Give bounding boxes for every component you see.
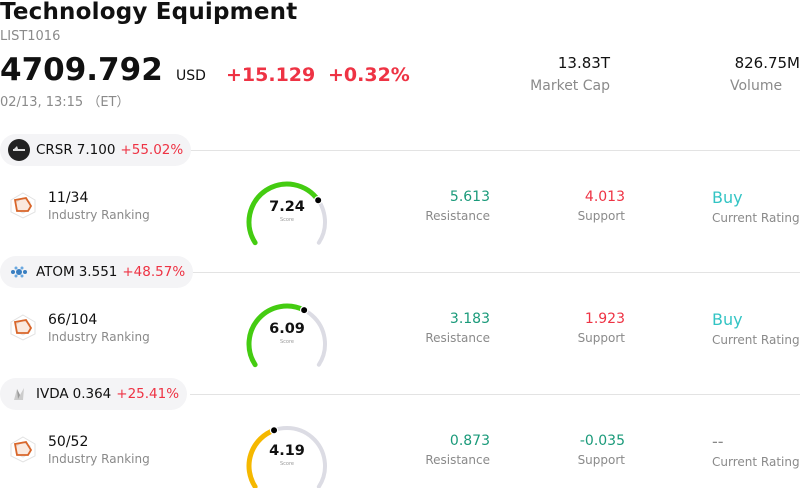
price-change-percent: +0.32%: [328, 64, 410, 86]
ticker-symbol: IVDA: [36, 386, 69, 402]
score-value: 7.24: [269, 199, 305, 215]
support-value: -0.035: [579, 433, 625, 449]
stock-price: 0.364: [72, 386, 112, 402]
radar-chart-icon: [9, 313, 37, 341]
resistance-label: Resistance: [425, 209, 490, 223]
stock-change-percent: +48.57%: [122, 264, 186, 280]
radar-chart-icon: [9, 191, 37, 219]
support-value: 1.923: [584, 311, 625, 327]
index-code: LIST1016: [0, 29, 61, 44]
resistance-value: 5.613: [449, 189, 490, 205]
score-value: 6.09: [269, 321, 305, 337]
index-price: 4709.792: [0, 52, 163, 88]
resistance-value: 3.183: [449, 311, 490, 327]
support-value: 4.013: [584, 189, 625, 205]
current-rating-label: Current Rating: [712, 333, 800, 347]
price-change: +15.129: [226, 64, 316, 86]
market-cap-value: 13.83T: [557, 54, 610, 72]
industry-rank-label: Industry Ranking: [48, 208, 150, 222]
current-rating-value: Buy: [712, 310, 743, 329]
iveda-logo-icon: [8, 383, 30, 405]
score-label: Score: [279, 217, 294, 223]
volume-label: Volume: [730, 78, 783, 94]
section-divider: [190, 150, 800, 151]
industry-rank-label: Industry Ranking: [48, 330, 150, 344]
currency-label: USD: [176, 68, 206, 84]
stock-change-percent: +25.41%: [116, 386, 180, 402]
score-label: Score: [279, 339, 294, 345]
stock-price: 7.100: [76, 142, 116, 158]
volume-value: 826.75M: [734, 54, 800, 72]
industry-rank-value: 11/34: [48, 190, 89, 206]
corsair-logo-icon: [8, 139, 30, 161]
current-rating-label: Current Rating: [712, 455, 800, 469]
support-label: Support: [577, 209, 625, 223]
stock-tag-atom[interactable]: ATOM 3.551 +48.57%: [0, 256, 194, 288]
ticker-symbol: ATOM: [36, 264, 75, 280]
resistance-value: 0.873: [449, 433, 490, 449]
section-divider: [190, 272, 800, 273]
industry-rank-value: 50/52: [48, 434, 89, 450]
ticker-symbol: CRSR: [36, 142, 73, 158]
stock-price: 3.551: [78, 264, 118, 280]
industry-rank-label: Industry Ranking: [48, 452, 150, 466]
score-label: Score: [279, 461, 294, 467]
radar-chart-icon: [9, 435, 37, 463]
stock-tag-crsr[interactable]: CRSR 7.100 +55.02%: [0, 134, 192, 166]
resistance-label: Resistance: [425, 453, 490, 467]
resistance-label: Resistance: [425, 331, 490, 345]
page-title: Technology Equipment: [0, 0, 298, 25]
current-rating-value: --: [712, 432, 724, 451]
section-divider: [190, 394, 800, 395]
timestamp: 02/13, 13:15 （ET）: [0, 95, 130, 110]
market-cap-label: Market Cap: [530, 78, 610, 94]
score-gauge: 4.19 Score: [244, 426, 330, 488]
support-label: Support: [577, 453, 625, 467]
current-rating-value: Buy: [712, 188, 743, 207]
current-rating-label: Current Rating: [712, 211, 800, 225]
score-value: 4.19: [269, 443, 305, 459]
score-gauge: 6.09 Score: [244, 303, 330, 368]
atomera-logo-icon: [8, 261, 30, 283]
stock-tag-ivda[interactable]: IVDA 0.364 +25.41%: [0, 378, 188, 410]
industry-rank-value: 66/104: [48, 312, 98, 328]
support-label: Support: [577, 331, 625, 345]
stock-change-percent: +55.02%: [120, 142, 184, 158]
score-gauge: 7.24 Score: [244, 181, 330, 246]
